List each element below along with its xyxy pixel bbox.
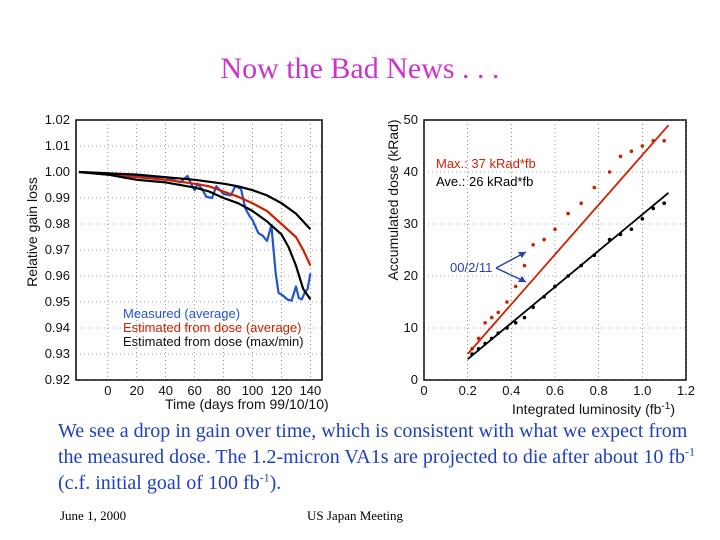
- data-point: [522, 315, 527, 320]
- annotation-max: Max.: 37 kRad*fb: [436, 156, 536, 171]
- x-tick-label: 120: [271, 383, 293, 398]
- legend-entry: Measured (average): [123, 306, 240, 321]
- data-point: [651, 206, 656, 211]
- x-tick-label: 0: [420, 383, 427, 398]
- annotation-date: 00/2/11: [450, 260, 492, 275]
- chart-1: 0.92 0.93 0.94 0.95 0.96 0.97 0.98 0.99 1.00 1.01…: [24, 112, 329, 412]
- legend-entry: Estimated from dose (average): [123, 320, 301, 335]
- x-tick-label: 20: [130, 383, 144, 398]
- y-tick-label: 20: [404, 268, 418, 283]
- x-tick-label: 80: [216, 383, 230, 398]
- data-point: [662, 201, 666, 205]
- y-tick-label: 0.94: [45, 320, 70, 335]
- y-tick-label: 50: [404, 112, 418, 127]
- slide-title: Now the Bad News . . .: [220, 52, 500, 85]
- y-tick-label: 0: [411, 372, 418, 387]
- y-tick-label: 0.97: [45, 242, 70, 257]
- data-point: [505, 300, 509, 304]
- y-tick-label: 0.95: [45, 294, 70, 309]
- data-point: [513, 321, 518, 325]
- y-axis-title: Relative gain loss: [24, 177, 40, 287]
- y-tick-label: 0.93: [45, 346, 70, 361]
- x-tick-label: 1.0: [633, 383, 651, 398]
- x-tick-label: 0.2: [459, 383, 477, 398]
- x-axis-title: Integrated luminosity (fb-1): [512, 401, 675, 417]
- x-tick-label: 0.8: [590, 383, 608, 398]
- fit-line: [467, 192, 670, 360]
- chart-2: 0 10 20 30 40 50 0 0.2 0.4 0.6 0.8 1.0 1.2 Max.: 37 k…: [385, 112, 695, 417]
- data-point: [640, 217, 645, 221]
- x-tick-label: 140: [300, 383, 322, 398]
- legend-entry: Estimated from dose (max/min): [123, 334, 304, 349]
- annotation-ave: Ave.: 26 kRad*fb: [436, 174, 533, 189]
- data-point: [566, 211, 570, 216]
- x-tick-label: 1.2: [677, 383, 695, 398]
- data-point: [618, 154, 623, 159]
- y-tick-label: 0.98: [45, 216, 70, 231]
- data-point: [531, 243, 535, 247]
- data-point: [483, 321, 487, 325]
- data-point: [592, 185, 597, 190]
- data-point: [629, 149, 634, 153]
- y-tick-label: 30: [404, 216, 418, 231]
- x-axis-title: Time (days from 99/10/10): [165, 396, 329, 412]
- x-axis-title-sup: -1: [661, 401, 670, 412]
- x-tick-label: 0.4: [502, 383, 520, 398]
- caption-superscript-1: -1: [685, 444, 696, 459]
- x-tick-label: 0: [104, 383, 111, 398]
- data-point: [579, 201, 583, 205]
- x-tick-label: 100: [242, 383, 264, 398]
- data-point: [629, 227, 634, 231]
- data-point: [553, 227, 557, 231]
- series-line: [78, 170, 312, 267]
- y-tick-label: 0.96: [45, 268, 70, 283]
- y-axis-title: Accumulated dose (kRad): [385, 119, 401, 280]
- data-point: [522, 263, 527, 268]
- y-tick-label: 1.00: [45, 164, 70, 179]
- y-tick-label: 0.92: [45, 372, 70, 387]
- y-tick-label: 0.99: [45, 190, 70, 205]
- x-axis-title-end: ): [670, 401, 675, 417]
- data-point: [607, 170, 612, 174]
- fit-line: [466, 124, 670, 355]
- caption-text-2: (c.f. initial goal of 100 fb: [58, 472, 260, 494]
- caption-text-1: We see a drop in gain over time, which i…: [58, 420, 688, 468]
- data-point: [513, 284, 518, 289]
- x-tick-label: 40: [158, 383, 172, 398]
- series-line: [78, 170, 312, 301]
- x-tick-label: 60: [187, 383, 201, 398]
- arrowhead-upper: [518, 252, 526, 258]
- caption-text-3: ).: [269, 472, 282, 494]
- data-point: [489, 315, 494, 320]
- caption-superscript-2: -1: [259, 470, 270, 485]
- slide-caption: We see a drop in gain over time, which i…: [58, 418, 698, 496]
- arrowhead-lower: [518, 276, 526, 282]
- series-line: [78, 170, 312, 230]
- y-tick-label: 40: [404, 164, 418, 179]
- y-tick-label: 10: [404, 320, 418, 335]
- data-point: [542, 237, 546, 242]
- y-tick-label: 1.02: [45, 112, 70, 127]
- y-tick-label: 1.01: [45, 138, 70, 153]
- data-point: [640, 144, 645, 148]
- footer-meeting: US Japan Meeting: [307, 508, 404, 523]
- x-tick-label: 0.6: [546, 383, 564, 398]
- footer-date: June 1, 2000: [60, 508, 127, 523]
- data-point: [662, 139, 666, 143]
- data-point: [496, 310, 501, 315]
